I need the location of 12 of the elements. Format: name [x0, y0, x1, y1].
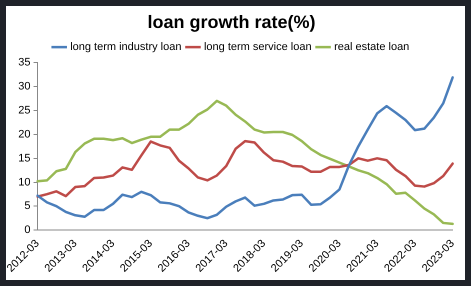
y-tick-label: 25	[18, 104, 31, 116]
y-tick-label: 0	[24, 224, 31, 236]
y-tick-label: 15	[18, 152, 31, 164]
y-tick-label: 35	[18, 56, 31, 69]
legend-label: long term industry loan	[70, 41, 182, 54]
y-tick-label: 30	[18, 80, 31, 93]
y-tick-label: 5	[24, 200, 31, 212]
legend-label: real estate loan	[334, 41, 410, 54]
y-tick-label: 20	[18, 128, 31, 140]
legend-label: long term service loan	[204, 41, 312, 54]
y-tick-label: 10	[18, 176, 31, 188]
chart-title: loan growth rate(%)	[147, 12, 316, 32]
